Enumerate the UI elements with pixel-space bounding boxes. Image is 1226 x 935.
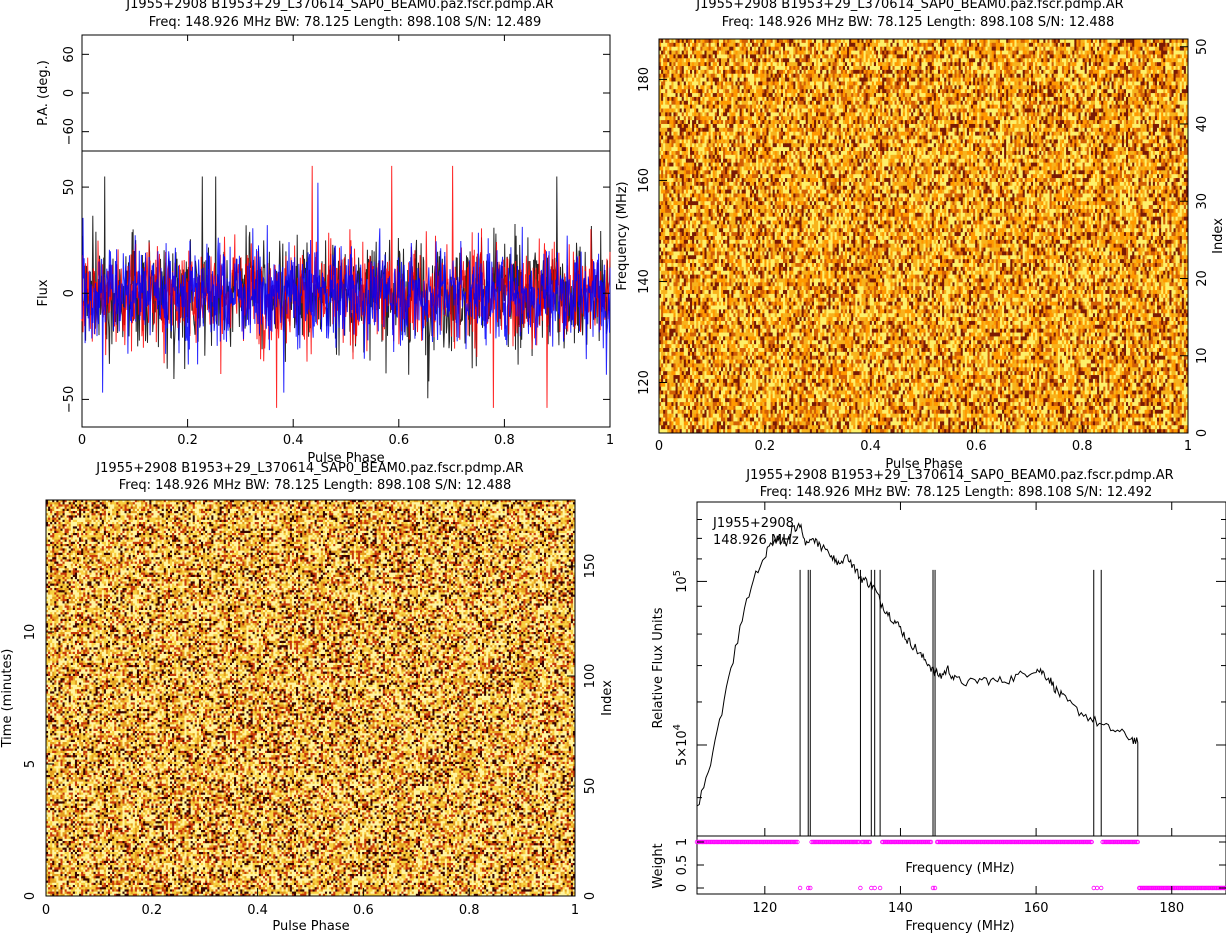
pa-axis-label: P.A. (deg.) [36,60,51,126]
profile-x-ticks: 0 0.2 0.4 0.6 0.8 1 [78,35,614,448]
profile-x-tick-label: 0.2 [177,433,198,448]
profile-x-tick-label: 1 [606,433,614,448]
profile-subtitle: Freq: 148.926 MHz BW: 78.125 Length: 898… [149,15,541,30]
pa-ticks: −60 0 60 [62,46,610,145]
profile-x-tick-label: 0.6 [388,433,409,448]
flux-profile-lines [82,166,610,408]
profile-x-tick-label: 0.8 [494,433,515,448]
pa-tick-label: −60 [62,118,77,145]
profile-title: J1955+2908 B1953+29_L370614_SAP0_BEAM0.p… [125,0,553,12]
flux-tick-label: 0 [62,289,77,297]
flux-tick-label: 50 [62,179,77,196]
pa-tick-label: 0 [62,89,77,97]
freq-phase-subtitle: Freq: 148.926 MHz BW: 78.125 Length: 898… [722,15,1114,30]
pa-tick-label: 60 [62,46,77,63]
flux-axis-label: Flux [36,279,51,306]
freq-phase-heatmap [659,39,1188,433]
pa-frame [82,35,610,151]
freq-phase-panel: J1955+2908 B1953+29_L370614_SAP0_BEAM0.p… [615,0,1226,472]
flux-tick-label: −50 [62,386,77,413]
freq-phase-title: J1955+2908 B1953+29_L370614_SAP0_BEAM0.p… [695,0,1123,12]
profile-panel: J1955+2908 B1953+29_L370614_SAP0_BEAM0.p… [36,0,614,466]
profile-x-tick-label: 0 [78,433,86,448]
profile-x-tick-label: 0.4 [283,433,304,448]
